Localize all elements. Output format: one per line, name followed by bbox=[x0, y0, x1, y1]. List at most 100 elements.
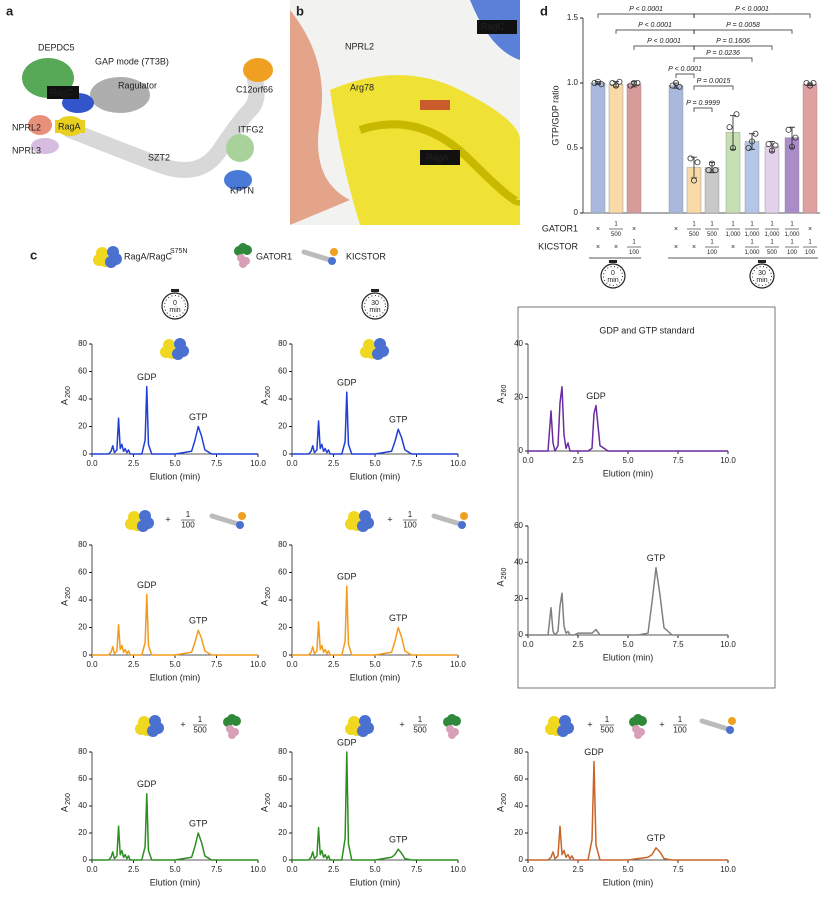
error-bar bbox=[749, 133, 755, 150]
significance-bracket bbox=[693, 57, 753, 62]
fraction-numerator: 1 bbox=[678, 715, 683, 724]
y-tick-label: 0 bbox=[519, 855, 524, 864]
fraction-denominator: 1,000 bbox=[744, 232, 760, 238]
data-point bbox=[785, 126, 792, 133]
y-tick-label: 80 bbox=[278, 339, 287, 348]
x-axis-label: Elution (min) bbox=[603, 652, 654, 662]
x-tick-label: 7.5 bbox=[211, 660, 223, 669]
data-point bbox=[752, 130, 759, 137]
icon-part bbox=[345, 723, 357, 735]
icon-part bbox=[360, 346, 372, 358]
clock-ticks bbox=[164, 295, 186, 317]
table-cell: × bbox=[614, 244, 618, 251]
icon-part bbox=[448, 731, 456, 739]
y-tick-label: 0.5 bbox=[567, 143, 579, 152]
fraction-denominator: 500 bbox=[689, 232, 700, 238]
icon-part bbox=[330, 248, 338, 256]
row-label: KICSTOR bbox=[538, 241, 578, 251]
y-axis-label: GTP/GDP ratio bbox=[550, 85, 560, 145]
significance-bracket bbox=[693, 45, 773, 50]
x-tick-label: 0.0 bbox=[286, 660, 298, 669]
trace bbox=[92, 385, 258, 455]
bar bbox=[626, 84, 642, 214]
y-tick-label: 80 bbox=[78, 339, 87, 348]
icon-part bbox=[372, 348, 384, 360]
data-point bbox=[765, 141, 772, 148]
bar bbox=[744, 141, 760, 214]
y-tick-label: 60 bbox=[278, 367, 287, 376]
x-tick-label: 7.5 bbox=[211, 459, 223, 468]
y-axis-label-main: A bbox=[495, 580, 505, 586]
peak-label: GTP bbox=[389, 613, 408, 623]
peak-label: GTP bbox=[647, 833, 666, 843]
icon-part bbox=[223, 717, 233, 727]
fraction-numerator: 1 bbox=[632, 240, 636, 246]
icon-part bbox=[93, 254, 105, 266]
trace bbox=[528, 567, 728, 636]
structure-a bbox=[22, 58, 273, 190]
x-tick-label: 10.0 bbox=[250, 660, 266, 669]
y-tick-label: 0 bbox=[283, 855, 288, 864]
x-tick-label: 7.5 bbox=[672, 640, 684, 649]
icon-part bbox=[557, 725, 569, 737]
fraction-denominator: 500 bbox=[767, 250, 778, 256]
fraction-numerator: 1 bbox=[710, 222, 714, 228]
x-tick-label: 5.0 bbox=[622, 640, 634, 649]
data-point bbox=[730, 144, 737, 151]
significance-bracket bbox=[615, 29, 695, 34]
x-tick-label: 5.0 bbox=[369, 660, 381, 669]
x-axis-label: Elution (min) bbox=[603, 877, 654, 887]
fraction-numerator: 1 bbox=[750, 222, 754, 228]
y-tick-label: 60 bbox=[78, 774, 87, 783]
x-tick-label: 7.5 bbox=[211, 865, 223, 874]
fraction-denominator: 100 bbox=[629, 250, 640, 256]
fraction-numerator: 1 bbox=[808, 240, 812, 246]
y-tick-label: 0 bbox=[83, 449, 88, 458]
trace bbox=[292, 391, 458, 455]
x-tick-label: 5.0 bbox=[369, 459, 381, 468]
y-tick-label: 80 bbox=[514, 747, 523, 756]
x-axis-label: Elution (min) bbox=[150, 471, 201, 481]
fraction-numerator: 1 bbox=[692, 222, 696, 228]
y-axis-label-main: A bbox=[59, 600, 69, 606]
x-tick-label: 10.0 bbox=[250, 865, 266, 874]
data-point bbox=[712, 167, 719, 174]
y-tick-label: 0 bbox=[83, 855, 88, 864]
bar bbox=[608, 84, 624, 214]
y-tick-label: 80 bbox=[278, 747, 287, 756]
x-tick-label: 0.0 bbox=[522, 865, 534, 874]
p-value: P < 0.0001 bbox=[735, 6, 769, 13]
panel-title: GAP mode (7T3B) bbox=[95, 56, 169, 66]
y-tick-label: 20 bbox=[78, 623, 87, 632]
y-tick-label: 80 bbox=[78, 540, 87, 549]
peak-label: GTP bbox=[389, 415, 408, 425]
x-tick-label: 0.0 bbox=[522, 640, 534, 649]
y-axis-label-sub: 260 bbox=[501, 568, 508, 580]
data-point bbox=[634, 80, 641, 87]
y-tick-label: 40 bbox=[278, 595, 287, 604]
data-point bbox=[616, 78, 623, 85]
structure-label: DEPDC5 bbox=[38, 42, 75, 52]
y-tick-label: 60 bbox=[514, 774, 523, 783]
icon-part bbox=[234, 246, 244, 256]
plus: + bbox=[165, 514, 170, 524]
x-tick-label: 10.0 bbox=[450, 660, 466, 669]
bar bbox=[764, 146, 780, 214]
data-point bbox=[789, 143, 796, 150]
structure-b bbox=[290, 0, 520, 225]
clock-knob bbox=[758, 260, 766, 263]
x-tick-label: 0.0 bbox=[286, 459, 298, 468]
x-tick-label: 10.0 bbox=[720, 640, 736, 649]
x-axis-label: Elution (min) bbox=[350, 877, 401, 887]
x-tick-label: 7.5 bbox=[411, 459, 423, 468]
x-tick-label: 5.0 bbox=[169, 865, 181, 874]
x-tick-label: 10.0 bbox=[450, 459, 466, 468]
plus: + bbox=[587, 719, 592, 729]
table-cell: × bbox=[674, 244, 678, 251]
y-tick-label: 60 bbox=[78, 367, 87, 376]
icon-part bbox=[443, 717, 453, 727]
